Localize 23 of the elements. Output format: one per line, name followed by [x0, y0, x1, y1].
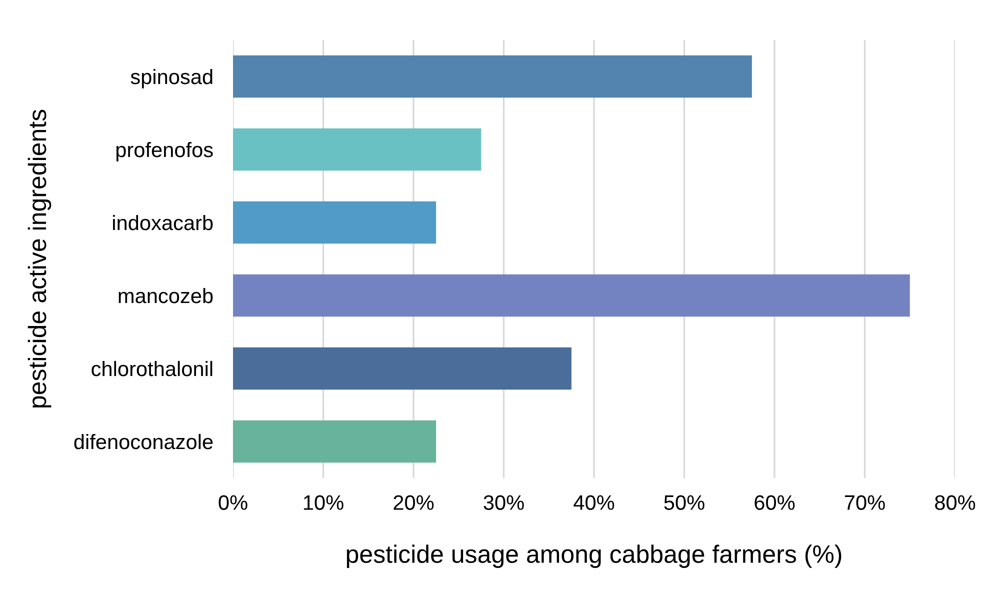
bar — [233, 347, 572, 390]
bar — [233, 420, 436, 463]
x-tick-label: 50% — [664, 495, 704, 510]
y-axis-title: pesticide active ingredients — [28, 110, 52, 408]
x-tick-label: 0% — [218, 495, 248, 510]
x-tick-label: 20% — [394, 495, 434, 510]
y-tick-label: mancozeb — [118, 288, 213, 304]
y-tick-label: chlorothalonil — [92, 360, 212, 376]
x-axis-title: pesticide usage among cabbage farmers (%) — [346, 544, 842, 568]
y-tick-label: profenofos — [116, 142, 213, 162]
x-tick-label: 60% — [754, 495, 795, 510]
x-tick-label: 10% — [304, 495, 344, 510]
bar — [233, 201, 436, 244]
y-tick-label: spinosad — [130, 68, 212, 88]
x-tick-label: 70% — [844, 495, 885, 510]
y-tick-label: difenoconazole — [74, 434, 213, 450]
y-tick-label: indoxacarb — [113, 214, 213, 230]
x-tick-label: 80% — [935, 495, 976, 510]
x-tick-label: 30% — [484, 495, 524, 510]
bar — [233, 128, 482, 171]
x-tick-label: 40% — [574, 495, 614, 510]
bar — [233, 274, 910, 317]
bar — [233, 55, 752, 98]
